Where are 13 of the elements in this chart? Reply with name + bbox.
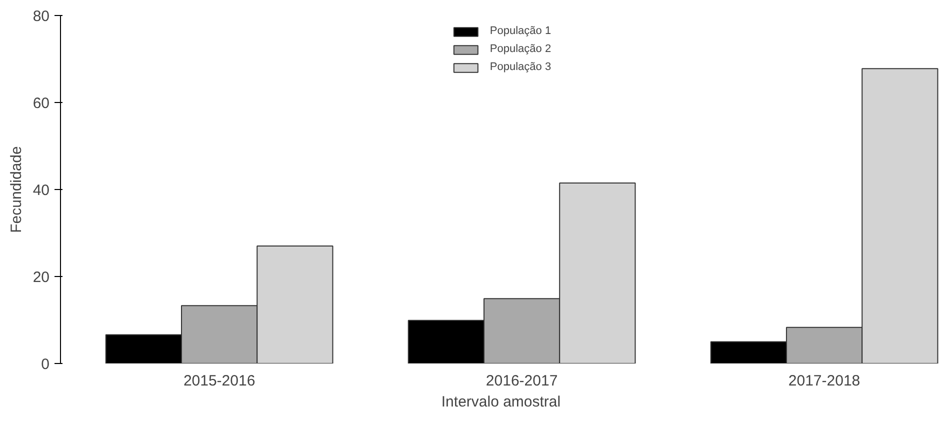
legend-label: População 1 (490, 25, 552, 37)
y-tick-label: 80 (32, 8, 50, 25)
legend-label: População 2 (490, 43, 552, 55)
y-tick-label: 40 (32, 182, 50, 199)
y-tick-label: 60 (32, 95, 50, 112)
x-tick-label: 2016-2017 (486, 372, 558, 390)
x-axis-title: Intervalo amostral (441, 394, 561, 410)
y-axis-title: Fecundidade (8, 146, 25, 233)
y-tick-label: 20 (32, 269, 50, 286)
x-tick-label: 2015-2016 (183, 372, 256, 390)
legend-label: População 3 (490, 61, 552, 73)
y-tick-label: 0 (41, 356, 50, 373)
x-tick-label: 2017-2018 (788, 372, 860, 390)
